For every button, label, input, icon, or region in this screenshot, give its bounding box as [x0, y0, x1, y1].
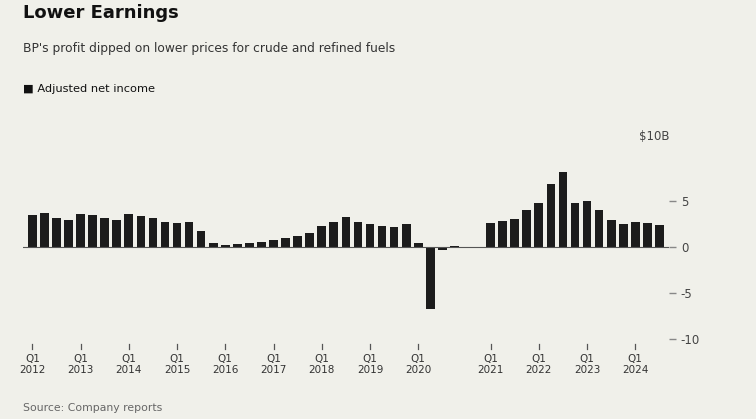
- Text: Q1: Q1: [411, 354, 426, 364]
- Text: Q1: Q1: [25, 354, 40, 364]
- Text: Q1: Q1: [483, 354, 498, 364]
- Text: 2023: 2023: [574, 365, 600, 375]
- Bar: [450, 246, 459, 247]
- Text: 2024: 2024: [622, 365, 649, 375]
- Bar: [559, 172, 567, 247]
- Text: 2017: 2017: [260, 365, 287, 375]
- Bar: [414, 243, 423, 247]
- Bar: [354, 222, 362, 247]
- Text: 2016: 2016: [212, 365, 238, 375]
- Bar: [534, 203, 543, 247]
- Text: Q1: Q1: [363, 354, 377, 364]
- Bar: [293, 236, 302, 247]
- Bar: [88, 215, 97, 247]
- Bar: [583, 201, 591, 247]
- Text: 2014: 2014: [116, 365, 142, 375]
- Bar: [76, 214, 85, 247]
- Text: Q1: Q1: [218, 354, 233, 364]
- Bar: [318, 226, 326, 247]
- Bar: [137, 216, 145, 247]
- Text: 2012: 2012: [19, 365, 45, 375]
- Text: Q1: Q1: [73, 354, 88, 364]
- Text: Q1: Q1: [122, 354, 136, 364]
- Text: 2018: 2018: [308, 365, 335, 375]
- Text: Q1: Q1: [531, 354, 547, 364]
- Text: Q1: Q1: [266, 354, 281, 364]
- Bar: [607, 220, 615, 247]
- Bar: [172, 223, 181, 247]
- Bar: [221, 246, 230, 247]
- Bar: [547, 184, 555, 247]
- Bar: [125, 214, 133, 247]
- Bar: [245, 243, 254, 247]
- Bar: [113, 220, 121, 247]
- Bar: [595, 210, 603, 247]
- Bar: [269, 240, 278, 247]
- Bar: [149, 218, 157, 247]
- Bar: [305, 233, 314, 247]
- Text: ■ Adjusted net income: ■ Adjusted net income: [23, 84, 155, 94]
- Text: 2015: 2015: [164, 365, 191, 375]
- Bar: [643, 223, 652, 247]
- Bar: [160, 222, 169, 247]
- Bar: [101, 218, 109, 247]
- Bar: [390, 227, 398, 247]
- Text: 2013: 2013: [67, 365, 94, 375]
- Text: Q1: Q1: [627, 354, 643, 364]
- Bar: [257, 242, 266, 247]
- Bar: [197, 231, 206, 247]
- Text: 2021: 2021: [477, 365, 503, 375]
- Text: 2022: 2022: [525, 365, 552, 375]
- Bar: [498, 220, 507, 247]
- Bar: [426, 247, 435, 309]
- Text: BP's profit dipped on lower prices for crude and refined fuels: BP's profit dipped on lower prices for c…: [23, 42, 395, 55]
- Bar: [233, 243, 242, 247]
- Bar: [402, 224, 411, 247]
- Bar: [486, 223, 495, 247]
- Bar: [184, 222, 194, 247]
- Bar: [438, 247, 447, 250]
- Bar: [52, 218, 60, 247]
- Bar: [281, 238, 290, 247]
- Bar: [209, 243, 218, 247]
- Bar: [28, 215, 37, 247]
- Text: 2019: 2019: [357, 365, 383, 375]
- Bar: [40, 213, 48, 247]
- Text: Q1: Q1: [580, 354, 594, 364]
- Bar: [631, 222, 640, 247]
- Text: Lower Earnings: Lower Earnings: [23, 4, 178, 22]
- Bar: [571, 203, 579, 247]
- Bar: [366, 224, 374, 247]
- Bar: [64, 220, 73, 247]
- Text: Q1: Q1: [169, 354, 184, 364]
- Text: Source: Company reports: Source: Company reports: [23, 403, 162, 413]
- Text: 2020: 2020: [405, 365, 432, 375]
- Bar: [619, 224, 627, 247]
- Bar: [510, 219, 519, 247]
- Bar: [655, 225, 664, 247]
- Bar: [522, 210, 531, 247]
- Bar: [342, 217, 350, 247]
- Text: Q1: Q1: [314, 354, 329, 364]
- Bar: [330, 222, 338, 247]
- Bar: [378, 226, 386, 247]
- Text: $10B: $10B: [639, 130, 669, 143]
